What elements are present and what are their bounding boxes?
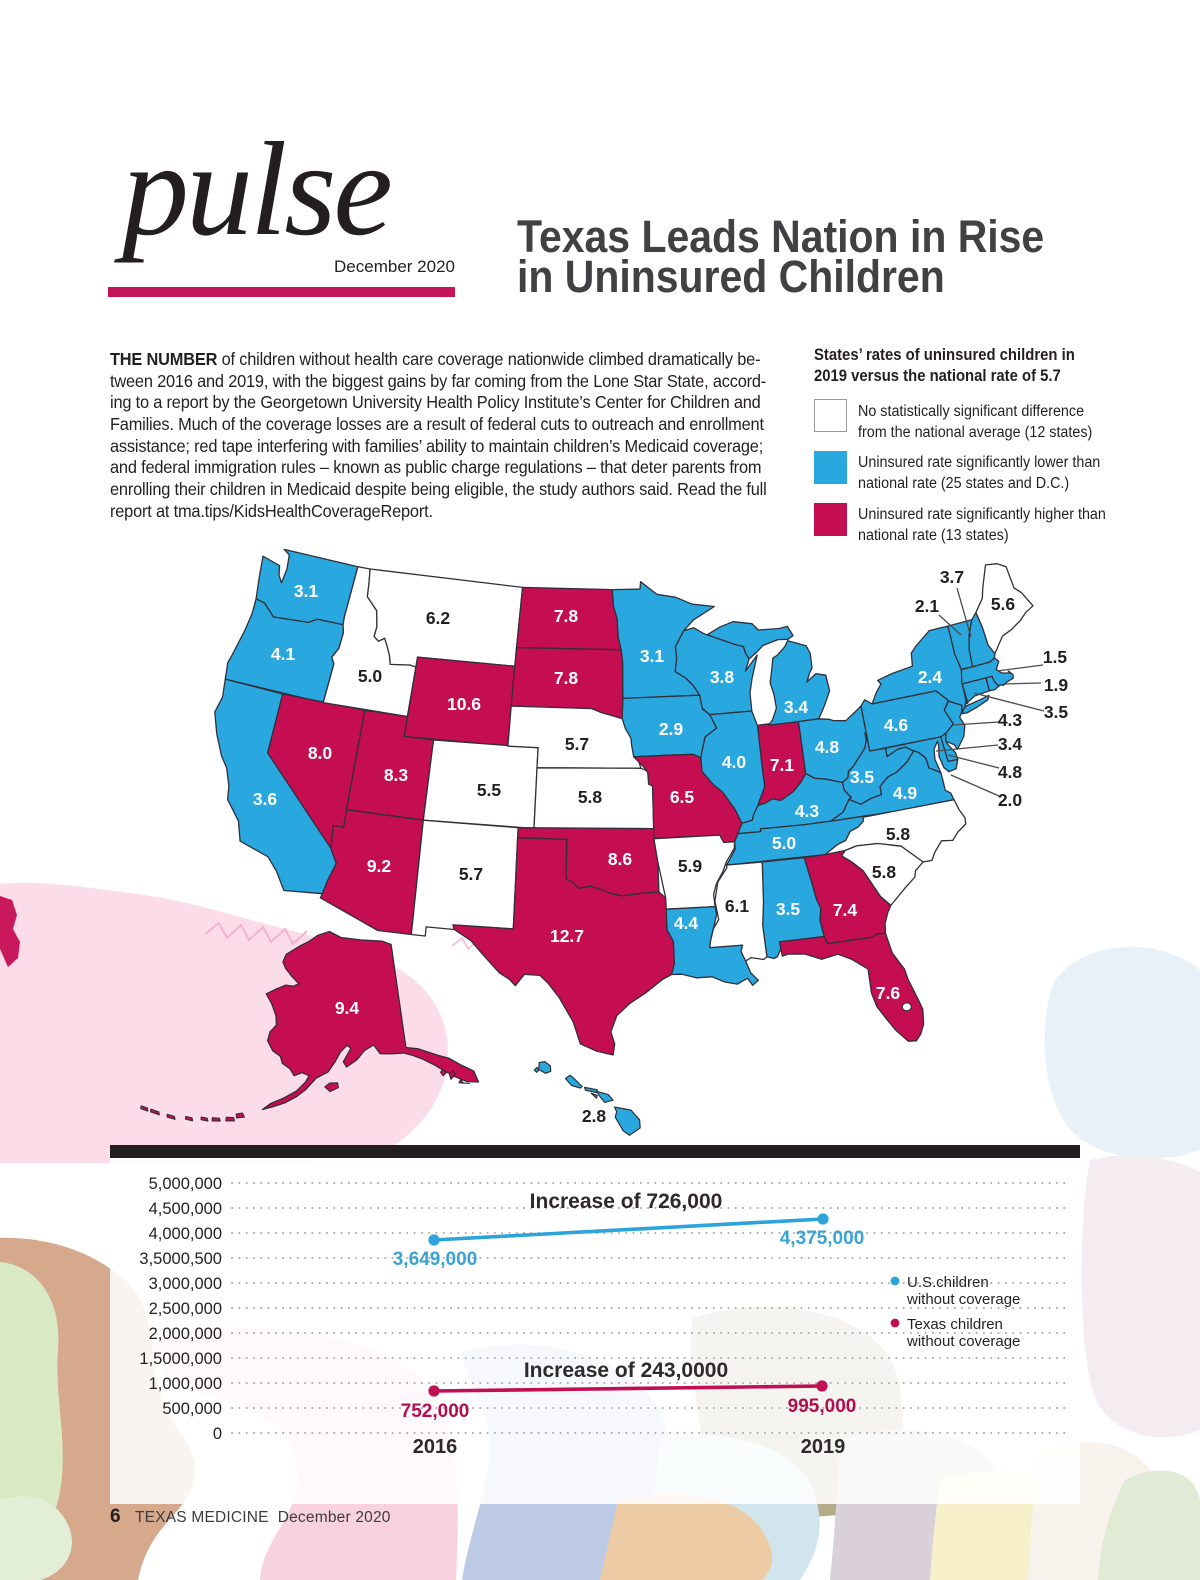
svg-text:1,5000,000: 1,5000,000 xyxy=(139,1350,222,1368)
svg-text:3.1: 3.1 xyxy=(640,646,665,666)
svg-text:3.8: 3.8 xyxy=(710,667,735,687)
svg-text:4.6: 4.6 xyxy=(884,715,909,735)
svg-text:752,000: 752,000 xyxy=(401,1401,470,1422)
svg-text:2.9: 2.9 xyxy=(659,719,684,739)
svg-text:4,375,000: 4,375,000 xyxy=(780,1228,865,1249)
svg-text:4.0: 4.0 xyxy=(722,752,747,772)
svg-text:7.8: 7.8 xyxy=(554,606,579,626)
svg-text:2,500,000: 2,500,000 xyxy=(149,1300,222,1318)
svg-text:4.8: 4.8 xyxy=(998,762,1023,782)
svg-text:Increase of 243,0000: Increase of 243,0000 xyxy=(524,1359,728,1382)
svg-text:5.7: 5.7 xyxy=(565,734,589,754)
svg-text:7.1: 7.1 xyxy=(770,755,795,775)
svg-text:4.1: 4.1 xyxy=(271,644,296,664)
svg-text:8.6: 8.6 xyxy=(608,849,633,869)
svg-text:7.4: 7.4 xyxy=(833,900,858,920)
svg-text:9.2: 9.2 xyxy=(367,856,392,876)
svg-text:8.0: 8.0 xyxy=(308,743,333,763)
svg-text:4.3: 4.3 xyxy=(795,801,820,821)
svg-text:3.4: 3.4 xyxy=(784,697,809,717)
svg-text:7.6: 7.6 xyxy=(876,983,901,1003)
svg-text:2.4: 2.4 xyxy=(918,667,943,687)
svg-text:2.0: 2.0 xyxy=(998,790,1023,810)
svg-text:0: 0 xyxy=(213,1425,222,1443)
svg-text:5.0: 5.0 xyxy=(772,833,797,853)
svg-text:U.S.children: U.S.children xyxy=(907,1274,989,1291)
svg-text:4.9: 4.9 xyxy=(893,783,918,803)
svg-text:3.7: 3.7 xyxy=(940,567,964,587)
svg-text:4.8: 4.8 xyxy=(815,737,840,757)
svg-text:3.5: 3.5 xyxy=(1044,702,1069,722)
svg-text:9.4: 9.4 xyxy=(335,998,360,1018)
svg-text:Increase of 726,000: Increase of 726,000 xyxy=(530,1190,723,1213)
svg-text:6.1: 6.1 xyxy=(725,896,750,916)
svg-text:500,000: 500,000 xyxy=(162,1400,222,1418)
svg-text:without coverage: without coverage xyxy=(906,1333,1020,1350)
svg-text:5.8: 5.8 xyxy=(886,824,911,844)
svg-text:5.0: 5.0 xyxy=(358,666,383,686)
svg-text:3.6: 3.6 xyxy=(253,789,278,809)
svg-text:1.5: 1.5 xyxy=(1043,647,1068,667)
svg-text:5.8: 5.8 xyxy=(578,787,603,807)
svg-text:5.8: 5.8 xyxy=(872,862,897,882)
svg-text:3,649,000: 3,649,000 xyxy=(393,1249,478,1270)
svg-text:1.9: 1.9 xyxy=(1044,675,1069,695)
svg-text:5.9: 5.9 xyxy=(678,856,703,876)
svg-text:2,000,000: 2,000,000 xyxy=(149,1325,222,1343)
svg-text:6.5: 6.5 xyxy=(670,787,695,807)
svg-text:8.3: 8.3 xyxy=(384,765,409,785)
svg-text:5.6: 5.6 xyxy=(991,594,1016,614)
svg-text:2019: 2019 xyxy=(801,1436,846,1458)
svg-text:995,000: 995,000 xyxy=(788,1396,857,1417)
svg-text:without coverage: without coverage xyxy=(906,1291,1020,1308)
svg-text:3,5000,500: 3,5000,500 xyxy=(139,1250,222,1268)
svg-text:4.3: 4.3 xyxy=(998,710,1023,730)
svg-text:3.5: 3.5 xyxy=(850,767,875,787)
svg-text:6.2: 6.2 xyxy=(426,608,451,628)
svg-text:4,500,000: 4,500,000 xyxy=(149,1200,222,1218)
svg-text:7.8: 7.8 xyxy=(554,668,579,688)
svg-text:5.7: 5.7 xyxy=(459,864,483,884)
svg-text:5,000,000: 5,000,000 xyxy=(149,1175,222,1193)
svg-text:10.6: 10.6 xyxy=(447,694,481,714)
svg-text:12.7: 12.7 xyxy=(550,926,584,946)
svg-text:3.5: 3.5 xyxy=(776,899,801,919)
svg-text:2016: 2016 xyxy=(413,1436,458,1458)
svg-text:3.4: 3.4 xyxy=(998,734,1023,754)
svg-text:5.5: 5.5 xyxy=(477,780,502,800)
svg-text:2.8: 2.8 xyxy=(582,1106,607,1126)
svg-text:3,000,000: 3,000,000 xyxy=(149,1275,222,1293)
svg-text:4.4: 4.4 xyxy=(674,913,699,933)
svg-text:3.1: 3.1 xyxy=(294,581,319,601)
svg-text:1,000,000: 1,000,000 xyxy=(149,1375,222,1393)
svg-text:Texas children: Texas children xyxy=(907,1316,1003,1333)
svg-text:4,000,000: 4,000,000 xyxy=(149,1225,222,1243)
svg-text:2.1: 2.1 xyxy=(915,596,940,616)
